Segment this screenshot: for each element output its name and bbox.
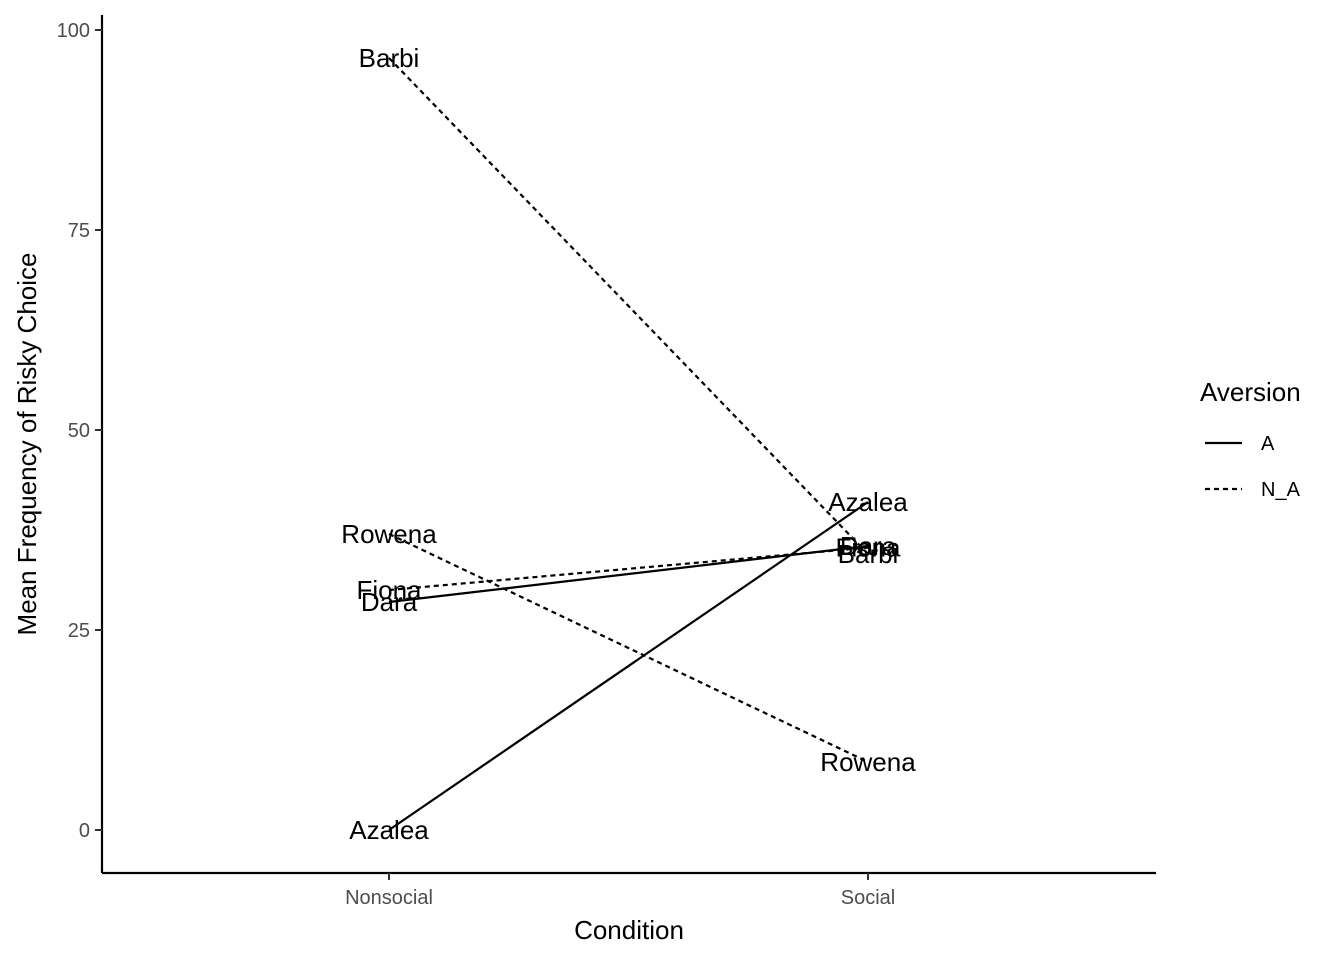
point-label: Azalea (349, 815, 429, 845)
series-line-fiona (388, 546, 869, 592)
point-label: Fiona (835, 533, 901, 563)
legend-label: N_A (1261, 479, 1301, 501)
series-line-azalea (388, 501, 869, 831)
x-axis-title: Condition (574, 915, 684, 945)
series-line-rowena (388, 533, 869, 763)
point-label: Rowena (341, 519, 437, 549)
y-tick-label: 100 (57, 20, 90, 42)
y-tick-label: 50 (68, 420, 90, 442)
point-label: Rowena (820, 747, 916, 777)
point-label: Azalea (828, 487, 908, 517)
point-label: Barbi (838, 539, 899, 569)
point-label: Dara (840, 531, 897, 561)
point-label: Barbi (359, 43, 420, 73)
legend-title: Aversion (1200, 377, 1301, 407)
y-axis-title: Mean Frequency of Risky Choice (12, 253, 42, 636)
point-label: Fiona (356, 575, 422, 605)
y-tick-label: 25 (68, 620, 90, 642)
series-line-barbi (388, 57, 869, 555)
point-label: Dara (361, 587, 418, 617)
x-tick-label: Nonsocial (345, 887, 433, 909)
x-tick-label: Social (841, 887, 895, 909)
legend-label: A (1261, 433, 1275, 455)
y-tick-label: 75 (68, 220, 90, 242)
y-tick-label: 0 (79, 820, 90, 842)
